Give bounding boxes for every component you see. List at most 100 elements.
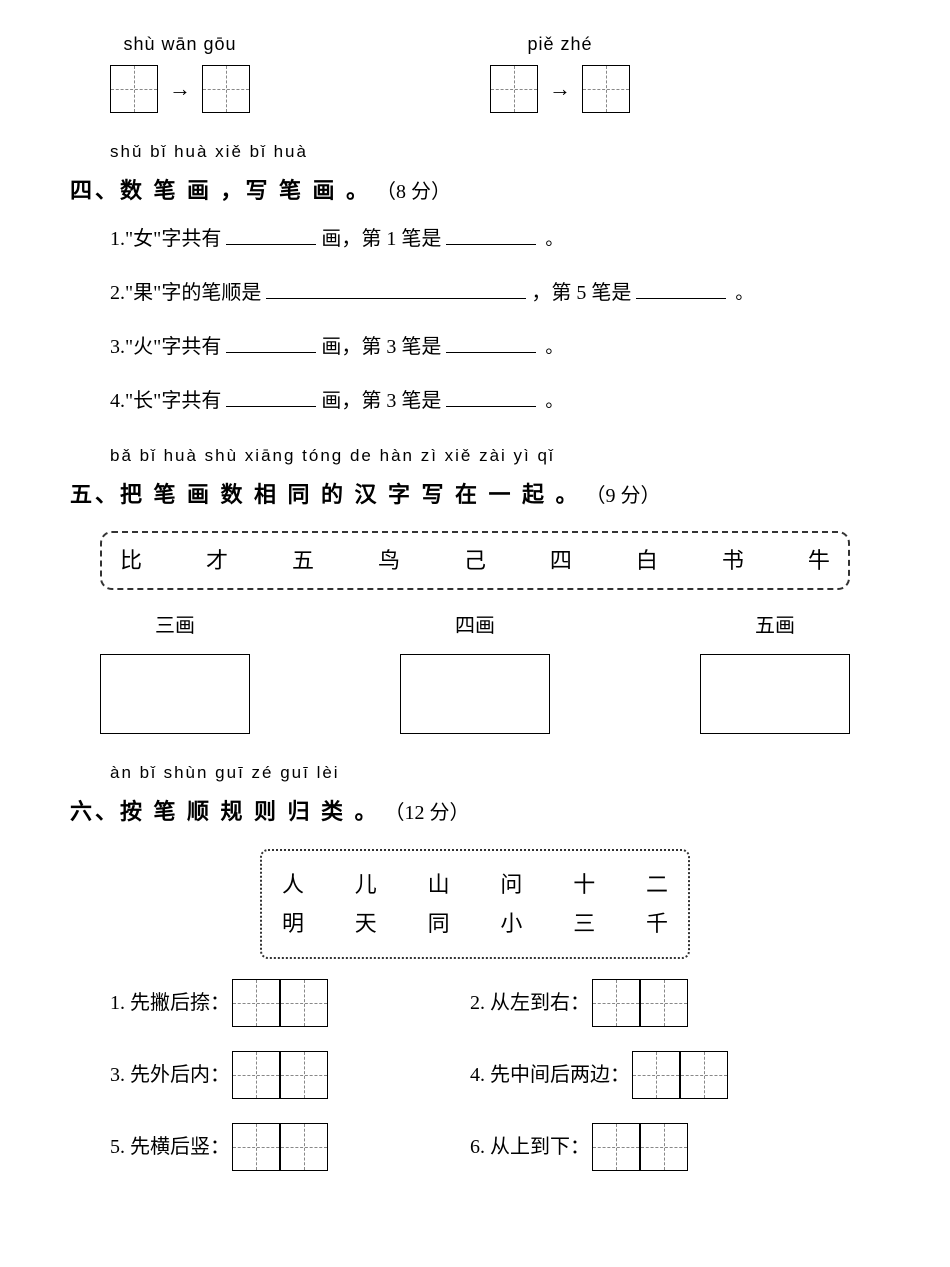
section-heading: 五、把 笔 画 数 相 同 的 汉 字 写 在 一 起 。 （9 分）: [70, 477, 880, 512]
question-text: 画，第 3 笔是: [321, 390, 441, 412]
section-5: bǎ bǐ huà shù xiāng tóng de hàn zì xiě z…: [70, 442, 880, 734]
practice-grid-box[interactable]: [280, 1123, 328, 1171]
bank-char: 山: [428, 867, 450, 902]
section-title: 四、数 笔 画 ，写 笔 画 。: [70, 178, 371, 203]
question-text: 画，第 3 笔是: [321, 336, 441, 358]
question-text: 画，第 1 笔是: [321, 228, 441, 250]
stroke-item-1: shù wān gōu →: [110, 30, 250, 113]
practice-grid-box[interactable]: [490, 65, 538, 113]
arrow-icon: →: [169, 71, 191, 106]
pinyin-label: shù wān gōu: [110, 30, 250, 59]
bank-row-2: 明 天 同 小 三 千: [282, 906, 668, 941]
stroke-item-2: piě zhé →: [490, 30, 630, 113]
bank-char: 明: [282, 906, 304, 941]
bank-char: 才: [206, 543, 228, 578]
rule-row-3: 5. 先横后竖： 6. 从上到下：: [110, 1123, 880, 1171]
practice-grid-box[interactable]: [592, 1123, 640, 1171]
practice-grid-box[interactable]: [202, 65, 250, 113]
group-4-strokes: 四画: [400, 610, 550, 734]
bank-char: 二: [646, 867, 668, 902]
rule-item-2: 2. 从左到右：: [470, 979, 688, 1027]
rule-label: 2. 从左到右：: [470, 987, 590, 1019]
answer-box[interactable]: [700, 654, 850, 734]
practice-grid-box[interactable]: [110, 65, 158, 113]
answer-blank[interactable]: [226, 331, 316, 353]
practice-grid-box[interactable]: [280, 979, 328, 1027]
answer-box[interactable]: [400, 654, 550, 734]
practice-grid-box[interactable]: [592, 979, 640, 1027]
question-2: 2."果"字的笔顺是 ，第 5 笔是 。: [110, 277, 880, 309]
question-text: 4."长"字共有: [110, 390, 221, 412]
practice-grid-box[interactable]: [280, 1051, 328, 1099]
period: 。: [545, 229, 563, 249]
answer-blank[interactable]: [446, 385, 536, 407]
bank-char: 书: [722, 543, 744, 578]
section-pinyin: àn bǐ shùn guī zé guī lèi: [110, 759, 880, 786]
grid-pair: →: [110, 65, 250, 113]
period: 。: [545, 337, 563, 357]
section-6: àn bǐ shùn guī zé guī lèi 六、按 笔 顺 规 则 归 …: [70, 759, 880, 1172]
answer-blank[interactable]: [226, 223, 316, 245]
bank-char: 问: [500, 867, 522, 902]
answer-blank[interactable]: [446, 331, 536, 353]
question-list: 1."女"字共有 画，第 1 笔是 。 2."果"字的笔顺是 ，第 5 笔是 。…: [110, 223, 880, 417]
group-label: 三画: [100, 610, 250, 642]
answer-blank[interactable]: [266, 277, 526, 299]
bank-char: 十: [573, 867, 595, 902]
question-text: 1."女"字共有: [110, 228, 221, 250]
rule-item-6: 6. 从上到下：: [470, 1123, 688, 1171]
rule-label: 3. 先外后内：: [110, 1059, 230, 1091]
rule-item-3: 3. 先外后内：: [110, 1051, 470, 1099]
character-bank-2: 人 儿 山 问 十 二 明 天 同 小 三 千: [260, 849, 690, 959]
practice-grid-box[interactable]: [232, 979, 280, 1027]
rule-row-2: 3. 先外后内： 4. 先中间后两边：: [110, 1051, 880, 1099]
section-points: （9 分）: [586, 485, 661, 507]
practice-grid-box[interactable]: [232, 1051, 280, 1099]
answer-blank[interactable]: [636, 277, 726, 299]
grid-pair: →: [490, 65, 630, 113]
section-heading: 六、按 笔 顺 规 则 归 类 。 （12 分）: [70, 794, 880, 829]
answer-blank[interactable]: [226, 385, 316, 407]
section-title: 五、把 笔 画 数 相 同 的 汉 字 写 在 一 起 。: [70, 482, 581, 507]
practice-grid-box[interactable]: [640, 979, 688, 1027]
bank-char: 鸟: [378, 543, 400, 578]
character-bank: 比 才 五 鸟 己 四 白 书 牛: [100, 531, 850, 590]
question-4: 4."长"字共有 画，第 3 笔是 。: [110, 385, 880, 417]
section-heading: 四、数 笔 画 ，写 笔 画 。 （8 分）: [70, 173, 880, 208]
section-title: 六、按 笔 顺 规 则 归 类 。: [70, 799, 380, 824]
practice-grid-box[interactable]: [232, 1123, 280, 1171]
question-text: 3."火"字共有: [110, 336, 221, 358]
group-5-strokes: 五画: [700, 610, 850, 734]
bank-char: 天: [355, 906, 377, 941]
stroke-count-groups: 三画 四画 五画: [100, 610, 850, 734]
period: 。: [545, 391, 563, 411]
practice-grid-box[interactable]: [632, 1051, 680, 1099]
top-stroke-row: shù wān gōu → piě zhé →: [110, 30, 880, 113]
question-text: 2."果"字的笔顺是: [110, 282, 261, 304]
rule-item-1: 1. 先撇后捺：: [110, 979, 470, 1027]
bank-char: 比: [120, 543, 142, 578]
section-points: （12 分）: [385, 802, 470, 824]
group-label: 五画: [700, 610, 850, 642]
bank-char: 白: [636, 543, 658, 578]
bank-char: 五: [292, 543, 314, 578]
bank-row-1: 人 儿 山 问 十 二: [282, 867, 668, 902]
bank-char: 小: [500, 906, 522, 941]
rule-label: 6. 从上到下：: [470, 1131, 590, 1163]
answer-box[interactable]: [100, 654, 250, 734]
answer-blank[interactable]: [446, 223, 536, 245]
bank-char: 人: [282, 867, 304, 902]
rule-label: 5. 先横后竖：: [110, 1131, 230, 1163]
bank-char: 牛: [808, 543, 830, 578]
practice-grid-box[interactable]: [680, 1051, 728, 1099]
section-pinyin: bǎ bǐ huà shù xiāng tóng de hàn zì xiě z…: [110, 442, 880, 469]
practice-grid-box[interactable]: [640, 1123, 688, 1171]
rule-list: 1. 先撇后捺： 2. 从左到右： 3. 先外后内： 4. 先中间后两边：: [110, 979, 880, 1171]
pinyin-label: piě zhé: [490, 30, 630, 59]
rule-row-1: 1. 先撇后捺： 2. 从左到右：: [110, 979, 880, 1027]
section-4: shǔ bǐ huà xiě bǐ huà 四、数 笔 画 ，写 笔 画 。 （…: [70, 138, 880, 417]
bank-char: 三: [573, 906, 595, 941]
question-1: 1."女"字共有 画，第 1 笔是 。: [110, 223, 880, 255]
practice-grid-box[interactable]: [582, 65, 630, 113]
rule-item-5: 5. 先横后竖：: [110, 1123, 470, 1171]
